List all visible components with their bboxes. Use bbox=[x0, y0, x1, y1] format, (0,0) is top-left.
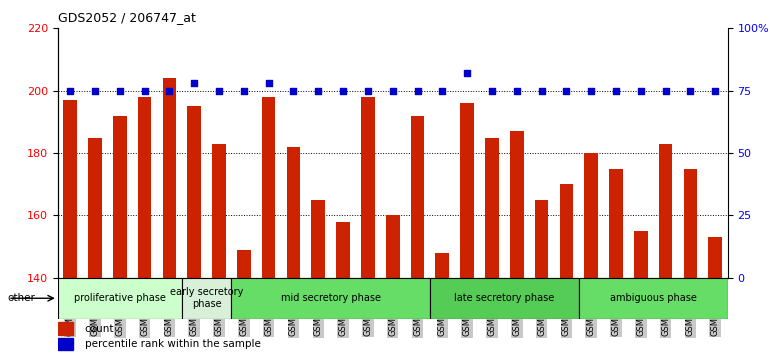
Point bbox=[163, 88, 176, 93]
Point bbox=[709, 88, 721, 93]
Bar bbox=[485, 137, 499, 278]
Bar bbox=[63, 100, 77, 278]
Bar bbox=[88, 137, 102, 278]
Bar bbox=[609, 169, 623, 278]
Text: proliferative phase: proliferative phase bbox=[74, 293, 166, 303]
Bar bbox=[58, 278, 182, 319]
Point bbox=[561, 88, 573, 93]
Bar bbox=[58, 322, 73, 335]
Bar bbox=[58, 338, 73, 350]
Bar bbox=[232, 278, 430, 319]
Text: count: count bbox=[85, 324, 114, 333]
Bar bbox=[634, 231, 648, 278]
Point bbox=[139, 88, 151, 93]
Bar bbox=[659, 144, 672, 278]
Point bbox=[312, 88, 324, 93]
Point bbox=[238, 88, 250, 93]
Bar bbox=[579, 278, 728, 319]
Point bbox=[213, 88, 225, 93]
Point bbox=[337, 88, 350, 93]
Bar bbox=[430, 278, 579, 319]
Text: GDS2052 / 206747_at: GDS2052 / 206747_at bbox=[58, 11, 196, 24]
Text: ambiguous phase: ambiguous phase bbox=[610, 293, 697, 303]
Point bbox=[634, 88, 647, 93]
Point bbox=[89, 88, 101, 93]
Bar bbox=[113, 116, 126, 278]
Bar bbox=[410, 116, 424, 278]
Text: late secretory phase: late secretory phase bbox=[454, 293, 554, 303]
Point bbox=[411, 88, 424, 93]
Text: early secretory
phase: early secretory phase bbox=[170, 287, 243, 309]
Bar bbox=[436, 253, 449, 278]
Point bbox=[64, 88, 76, 93]
Bar bbox=[708, 237, 722, 278]
Point bbox=[387, 88, 399, 93]
Bar bbox=[560, 184, 573, 278]
Bar bbox=[286, 147, 300, 278]
Bar bbox=[311, 200, 325, 278]
Point bbox=[486, 88, 498, 93]
Bar bbox=[213, 144, 226, 278]
Bar bbox=[510, 131, 524, 278]
Point bbox=[362, 88, 374, 93]
Bar bbox=[336, 222, 350, 278]
Point bbox=[685, 88, 697, 93]
Point bbox=[461, 70, 474, 76]
Bar bbox=[237, 250, 251, 278]
Point bbox=[585, 88, 598, 93]
Point bbox=[511, 88, 523, 93]
Point bbox=[535, 88, 547, 93]
Bar bbox=[187, 106, 201, 278]
Bar bbox=[182, 278, 232, 319]
Bar bbox=[138, 97, 152, 278]
Bar bbox=[262, 97, 276, 278]
Point bbox=[287, 88, 300, 93]
Bar bbox=[584, 153, 598, 278]
Point bbox=[436, 88, 448, 93]
Text: mid secretory phase: mid secretory phase bbox=[281, 293, 380, 303]
Bar bbox=[162, 78, 176, 278]
Bar bbox=[361, 97, 375, 278]
Bar bbox=[386, 216, 400, 278]
Text: percentile rank within the sample: percentile rank within the sample bbox=[85, 339, 260, 349]
Point bbox=[114, 88, 126, 93]
Bar bbox=[460, 103, 474, 278]
Bar bbox=[684, 169, 698, 278]
Point bbox=[263, 80, 275, 86]
Point bbox=[610, 88, 622, 93]
Bar bbox=[534, 200, 548, 278]
Text: other: other bbox=[8, 293, 35, 303]
Point bbox=[188, 80, 200, 86]
Point bbox=[659, 88, 671, 93]
